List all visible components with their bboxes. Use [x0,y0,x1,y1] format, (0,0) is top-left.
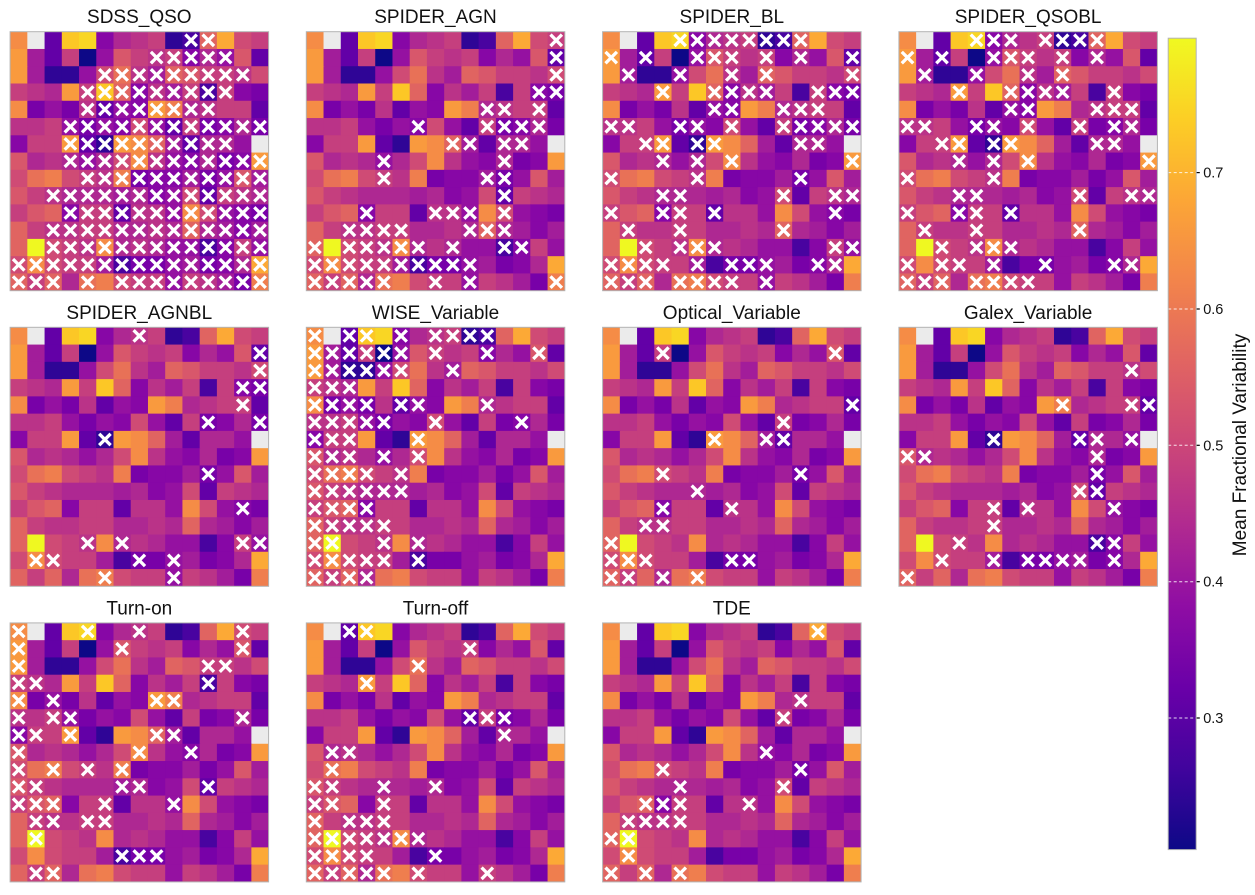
svg-text:Turn-off: Turn-off [403,598,469,619]
svg-text:0.6: 0.6 [1203,302,1223,318]
svg-text:0.3: 0.3 [1203,711,1223,727]
svg-text:TDE: TDE [713,598,751,619]
svg-text:0.4: 0.4 [1203,575,1223,591]
svg-text:Mean Fractional Variability: Mean Fractional Variability [1230,333,1251,556]
svg-text:SPIDER_BL: SPIDER_BL [680,7,785,28]
svg-text:0.5: 0.5 [1203,438,1223,454]
svg-text:Optical_Variable: Optical_Variable [663,303,801,324]
svg-text:Galex_Variable: Galex_Variable [964,303,1093,324]
svg-text:Turn-on: Turn-on [106,598,172,619]
svg-text:WISE_Variable: WISE_Variable [372,303,499,324]
svg-text:SPIDER_AGNBL: SPIDER_AGNBL [66,303,212,324]
svg-text:SDSS_QSO: SDSS_QSO [87,7,192,28]
svg-text:SPIDER_QSOBL: SPIDER_QSOBL [955,7,1102,28]
svg-text:SPIDER_AGN: SPIDER_AGN [374,7,496,28]
svg-text:0.7: 0.7 [1203,166,1223,182]
